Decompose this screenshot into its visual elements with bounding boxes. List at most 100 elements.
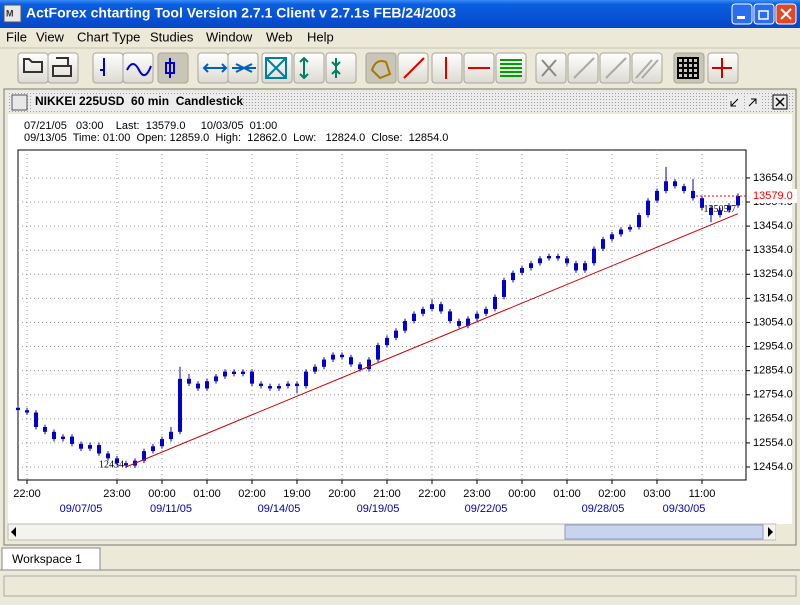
workspace-tab[interactable] <box>1 547 101 571</box>
y-tick-label: 12454.0 <box>753 461 793 473</box>
scroll-thumb[interactable] <box>564 524 764 540</box>
candle-body <box>601 239 605 249</box>
candle-body <box>619 229 623 235</box>
trendline-label: 13505.7 <box>704 204 737 215</box>
toolbar-button[interactable] <box>535 52 567 84</box>
candle-body <box>664 181 668 191</box>
app-icon-glyph: M <box>6 8 14 18</box>
candle-body <box>259 383 263 387</box>
scroll-right[interactable] <box>768 527 773 537</box>
menu-item[interactable]: View <box>36 29 65 44</box>
candle-body <box>511 272 515 281</box>
candle-body <box>565 258 569 264</box>
candle-body <box>592 248 596 264</box>
candle-body <box>286 383 290 387</box>
scroll-corner <box>776 524 792 540</box>
last-price-label: 13579.0 <box>753 190 793 202</box>
candle-body <box>457 321 461 326</box>
candle-body <box>466 318 470 326</box>
candle-body <box>232 371 236 375</box>
candle-body <box>79 443 83 449</box>
candle-body <box>718 210 722 216</box>
candle-body <box>682 186 686 191</box>
toolbar-icon <box>232 63 256 73</box>
toolbar-button[interactable] <box>293 52 325 84</box>
menu-item[interactable]: Studies <box>150 29 194 44</box>
candle-body <box>322 359 326 367</box>
y-tick-label: 12754.0 <box>753 389 793 401</box>
y-tick-label: 13654.0 <box>753 172 793 184</box>
candle-body <box>34 412 38 428</box>
candle-body <box>61 436 65 440</box>
toolbar-button[interactable] <box>631 52 663 84</box>
menu-item[interactable]: Help <box>307 29 334 44</box>
candle-body <box>340 354 344 358</box>
menu-item[interactable]: Chart Type <box>77 29 140 44</box>
toolbar-icon <box>23 58 43 73</box>
x-tick-label: 22:00 <box>13 488 41 500</box>
menu-item[interactable]: Window <box>206 29 253 44</box>
x-tick-label: 02:00 <box>238 488 266 500</box>
chart-close-glyph <box>775 97 785 107</box>
chart-window-title-bg <box>33 94 238 110</box>
chart-maximize-glyph <box>748 98 757 107</box>
toolbar-icon <box>573 57 595 79</box>
scroll-left[interactable] <box>11 527 16 537</box>
toolbar-icon <box>265 57 287 79</box>
candle-body <box>367 359 371 370</box>
info-line: 07/21/05 03:00 Last: 13579.0 10/03/05 01… <box>24 120 277 132</box>
candle-body <box>88 445 92 449</box>
x-tick-label: 22:00 <box>418 488 446 500</box>
candle-body <box>736 196 740 206</box>
x-date-label: 09/19/05 <box>357 503 400 515</box>
candle-body <box>304 371 308 387</box>
candle-body <box>691 190 695 199</box>
x-date-label: 09/22/05 <box>465 503 508 515</box>
candle-body <box>295 383 299 387</box>
candle-body <box>403 321 407 331</box>
toolbar-icon <box>712 58 732 78</box>
chart-window-title: NIKKEI 225USD 60 min Candlestick <box>35 94 243 108</box>
toolbar-icon <box>165 58 175 78</box>
candle-body <box>529 263 533 269</box>
candle-body <box>421 308 425 314</box>
x-tick-label: 23:00 <box>463 488 491 500</box>
candle-body <box>205 381 209 389</box>
candle-body <box>241 371 245 375</box>
candle-body <box>349 357 353 365</box>
toolbar-icon <box>403 57 425 79</box>
app-icon <box>3 4 22 23</box>
candle-body <box>151 446 155 452</box>
candle-body <box>628 227 632 230</box>
y-tick-label: 13054.0 <box>753 316 793 328</box>
x-tick-label: 01:00 <box>193 488 221 500</box>
candle-body <box>502 280 506 297</box>
menu-item[interactable]: File <box>6 29 27 44</box>
candle-body <box>556 255 560 259</box>
toolbar-icon <box>52 57 72 77</box>
candle-body <box>115 458 119 464</box>
toolbar-icon <box>331 58 341 78</box>
toolbar-icon <box>541 59 557 77</box>
toolbar-button[interactable] <box>92 52 124 84</box>
candle-body <box>646 200 650 216</box>
title-bar <box>0 0 800 28</box>
candle-body <box>97 445 101 454</box>
y-tick-label: 13254.0 <box>753 268 793 280</box>
candle-body <box>583 263 587 271</box>
toolbar-icon <box>299 56 309 80</box>
x-tick-label: 02:00 <box>598 488 626 500</box>
candle-body <box>448 311 452 322</box>
candle-body <box>475 313 479 319</box>
toolbar-button[interactable] <box>17 52 49 84</box>
menu-item[interactable]: Web <box>266 29 293 44</box>
minimize-button[interactable] <box>731 3 753 25</box>
workspace-tab-label: Workspace 1 <box>12 552 82 566</box>
restore-button[interactable] <box>753 3 775 25</box>
toolbar-icon <box>202 63 228 73</box>
y-tick-label: 12554.0 <box>753 437 793 449</box>
toolbar-button[interactable] <box>325 52 357 84</box>
x-tick-label: 11:00 <box>689 488 716 500</box>
x-tick-label: 20:00 <box>328 488 356 500</box>
x-tick-label: 21:00 <box>373 488 401 500</box>
